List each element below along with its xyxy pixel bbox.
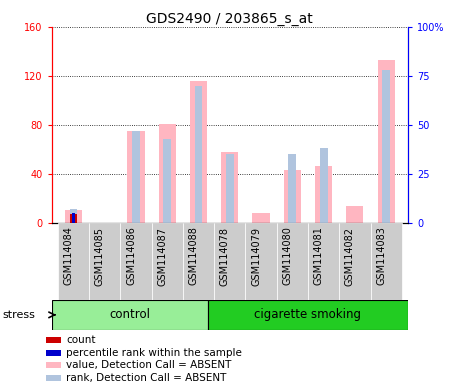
Text: GSM114088: GSM114088 <box>189 227 198 285</box>
Bar <box>339 223 371 300</box>
Bar <box>46 337 61 343</box>
Text: GSM114085: GSM114085 <box>95 227 105 286</box>
Bar <box>371 223 402 300</box>
Text: GSM114078: GSM114078 <box>220 227 230 286</box>
Bar <box>221 152 238 223</box>
Bar <box>151 223 183 300</box>
Text: GSM114082: GSM114082 <box>345 227 355 286</box>
Bar <box>183 223 214 300</box>
Bar <box>252 213 270 223</box>
Bar <box>163 139 171 223</box>
Bar <box>315 166 332 223</box>
Text: GSM114086: GSM114086 <box>126 227 136 285</box>
Bar <box>70 214 76 223</box>
Bar <box>132 131 140 223</box>
Bar <box>382 70 390 223</box>
Bar <box>320 148 327 223</box>
Title: GDS2490 / 203865_s_at: GDS2490 / 203865_s_at <box>146 12 313 26</box>
Text: GSM114080: GSM114080 <box>282 227 292 285</box>
Bar <box>308 223 339 300</box>
Bar <box>190 81 207 223</box>
Text: cigarette smoking: cigarette smoking <box>255 308 362 321</box>
Bar <box>277 223 308 300</box>
Bar <box>128 131 144 223</box>
Bar <box>245 223 277 300</box>
Bar <box>65 210 82 223</box>
Bar <box>46 362 61 368</box>
Bar <box>69 209 77 223</box>
Bar <box>71 213 76 223</box>
Bar <box>58 223 89 300</box>
Bar <box>226 154 234 223</box>
Bar <box>288 154 296 223</box>
Bar <box>52 300 208 330</box>
Bar <box>121 223 151 300</box>
Bar <box>346 205 363 223</box>
Text: percentile rank within the sample: percentile rank within the sample <box>66 348 242 358</box>
Text: control: control <box>109 308 150 321</box>
Text: GSM114084: GSM114084 <box>63 227 74 285</box>
Bar <box>214 223 245 300</box>
Bar <box>46 349 61 356</box>
Text: stress: stress <box>2 310 35 320</box>
Text: GSM114087: GSM114087 <box>157 227 167 286</box>
Bar <box>159 124 176 223</box>
Text: GSM114083: GSM114083 <box>376 227 386 285</box>
Bar <box>378 60 395 223</box>
Bar <box>89 223 121 300</box>
Text: count: count <box>66 335 96 345</box>
Bar <box>46 374 61 381</box>
Bar <box>284 170 301 223</box>
Text: GSM114081: GSM114081 <box>314 227 324 285</box>
Text: value, Detection Call = ABSENT: value, Detection Call = ABSENT <box>66 360 231 370</box>
Bar <box>208 300 408 330</box>
Text: rank, Detection Call = ABSENT: rank, Detection Call = ABSENT <box>66 372 227 382</box>
Bar <box>195 86 203 223</box>
Text: GSM114079: GSM114079 <box>251 227 261 286</box>
